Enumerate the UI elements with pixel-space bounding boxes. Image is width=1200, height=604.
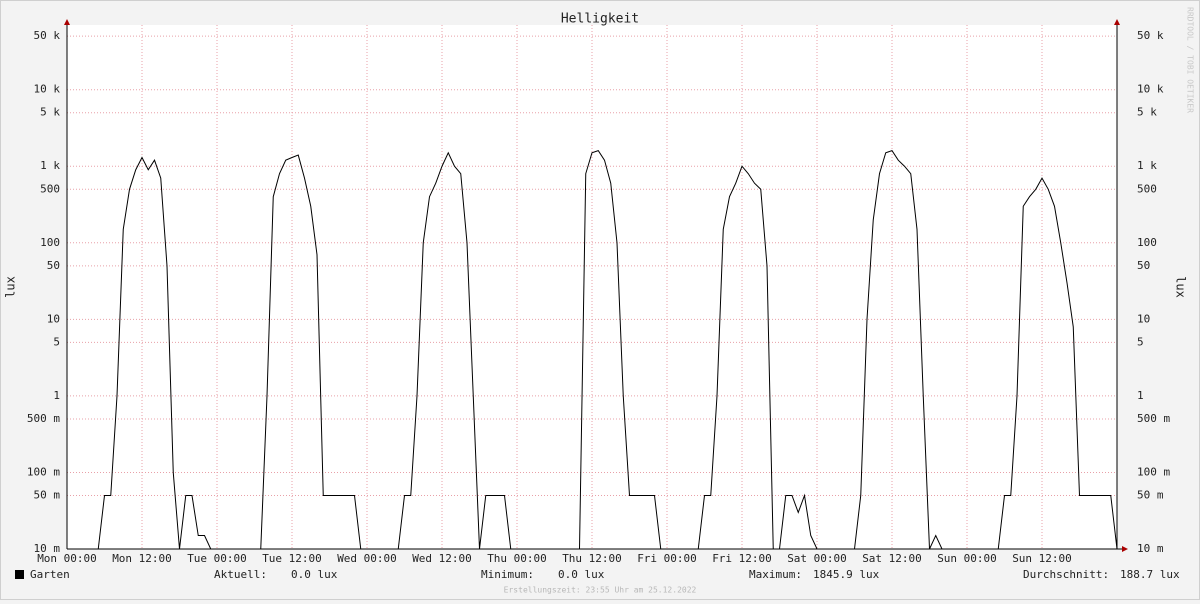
stat-label: Durchschnitt: xyxy=(1023,568,1109,581)
y-tick-label: 5 k xyxy=(40,106,60,119)
axis-arrow xyxy=(64,19,70,25)
footer: Erstellungszeit: 23:55 Uhr am 25.12.2022 xyxy=(504,586,697,595)
stat-value: 0.0 lux xyxy=(291,568,338,581)
y-tick-label: 10 xyxy=(47,312,60,325)
y2-tick-label: 1 xyxy=(1137,389,1144,402)
x-tick-label: Thu 00:00 xyxy=(487,552,547,565)
y-tick-label: 50 m xyxy=(34,488,61,501)
stat-label: Minimum: xyxy=(481,568,534,581)
y2-tick-label: 500 m xyxy=(1137,412,1170,425)
y-tick-label: 100 xyxy=(40,236,60,249)
y-tick-label: 100 m xyxy=(27,465,60,478)
x-tick-label: Wed 00:00 xyxy=(337,552,397,565)
legend-label: Garten xyxy=(30,568,70,581)
y2-tick-label: 100 xyxy=(1137,236,1157,249)
y2-axis-title: lux xyxy=(1174,276,1188,298)
y-tick-label: 10 k xyxy=(34,83,61,96)
y-axis-title: lux xyxy=(4,276,18,298)
grid xyxy=(66,25,1117,550)
axis-arrow xyxy=(1122,546,1128,552)
x-tick-label: Tue 00:00 xyxy=(187,552,247,565)
x-tick-label: Fri 00:00 xyxy=(637,552,697,565)
y2-tick-label: 50 xyxy=(1137,259,1150,272)
stat-value: 188.7 lux xyxy=(1120,568,1180,581)
y2-tick-label: 500 xyxy=(1137,182,1157,195)
y-tick-label: 500 m xyxy=(27,412,60,425)
stat-label: Maximum: xyxy=(749,568,802,581)
y2-tick-label: 50 k xyxy=(1137,29,1164,42)
x-tick-label: Fri 12:00 xyxy=(712,552,772,565)
y2-tick-label: 10 m xyxy=(1137,542,1164,555)
y-tick-label: 10 m xyxy=(34,542,61,555)
x-tick-label: Mon 12:00 xyxy=(112,552,172,565)
y-tick-label: 5 xyxy=(53,335,60,348)
x-tick-label: Sat 12:00 xyxy=(862,552,922,565)
x-tick-label: Sun 00:00 xyxy=(937,552,997,565)
y-tick-label: 50 k xyxy=(34,29,61,42)
y-tick-label: 50 xyxy=(47,259,60,272)
y2-tick-label: 100 m xyxy=(1137,465,1170,478)
x-tick-label: Mon 00:00 xyxy=(37,552,97,565)
y2-tick-label: 10 xyxy=(1137,312,1150,325)
chart-title: Helligkeit xyxy=(561,12,639,27)
watermark: RRDTOOL / TOBI OETIKER xyxy=(1186,7,1195,113)
y2-tick-label: 5 xyxy=(1137,335,1144,348)
x-tick-label: Sat 00:00 xyxy=(787,552,847,565)
y-tick-label: 1 xyxy=(53,389,60,402)
y2-tick-label: 50 m xyxy=(1137,488,1164,501)
y2-tick-label: 10 k xyxy=(1137,83,1164,96)
stat-value: 1845.9 lux xyxy=(813,568,880,581)
x-tick-label: Wed 12:00 xyxy=(412,552,472,565)
x-tick-label: Sun 12:00 xyxy=(1012,552,1072,565)
data-line xyxy=(67,150,1118,550)
y2-tick-label: 5 k xyxy=(1137,106,1157,119)
y-tick-label: 1 k xyxy=(40,159,60,172)
x-tick-label: Tue 12:00 xyxy=(262,552,322,565)
x-tick-label: Thu 12:00 xyxy=(562,552,622,565)
stat-label: Aktuell: xyxy=(214,568,267,581)
axis-arrow xyxy=(1114,19,1120,25)
y-tick-label: 500 xyxy=(40,182,60,195)
legend-swatch xyxy=(15,570,24,579)
stat-value: 0.0 lux xyxy=(558,568,605,581)
y2-tick-label: 1 k xyxy=(1137,159,1157,172)
